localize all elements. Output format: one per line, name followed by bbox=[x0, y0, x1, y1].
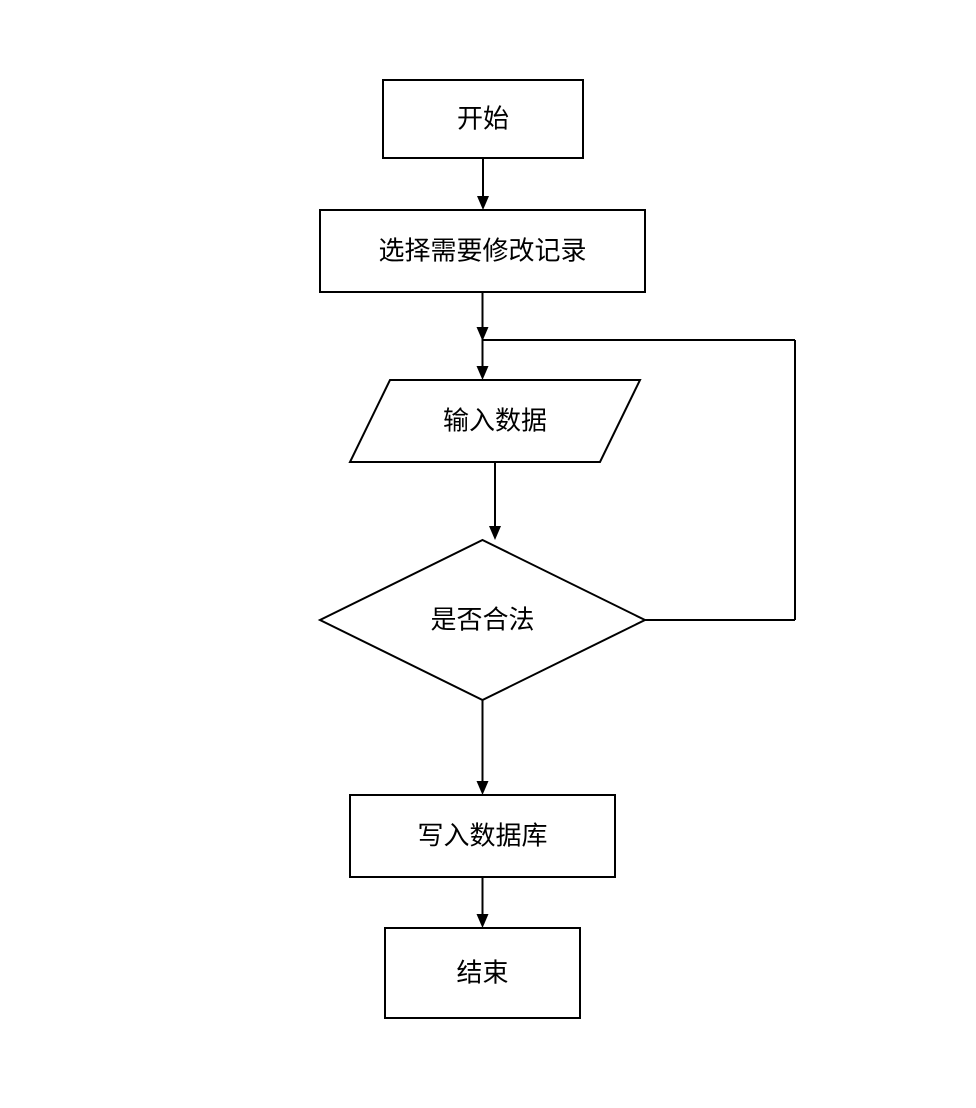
node-end: 结束 bbox=[385, 928, 580, 1018]
node-select-label: 选择需要修改记录 bbox=[378, 237, 586, 266]
node-decision-label: 是否合法 bbox=[430, 606, 534, 635]
node-select: 选择需要修改记录 bbox=[320, 210, 645, 292]
node-write: 写入数据库 bbox=[350, 795, 615, 877]
flowchart-canvas: 开始选择需要修改记录输入数据是否合法写入数据库结束 bbox=[0, 0, 976, 1108]
node-input-label: 输入数据 bbox=[443, 407, 547, 436]
node-start: 开始 bbox=[383, 80, 583, 158]
node-start-label: 开始 bbox=[457, 105, 509, 134]
node-write-label: 写入数据库 bbox=[417, 822, 547, 851]
node-input: 输入数据 bbox=[350, 380, 640, 462]
node-end-label: 结束 bbox=[456, 959, 508, 988]
